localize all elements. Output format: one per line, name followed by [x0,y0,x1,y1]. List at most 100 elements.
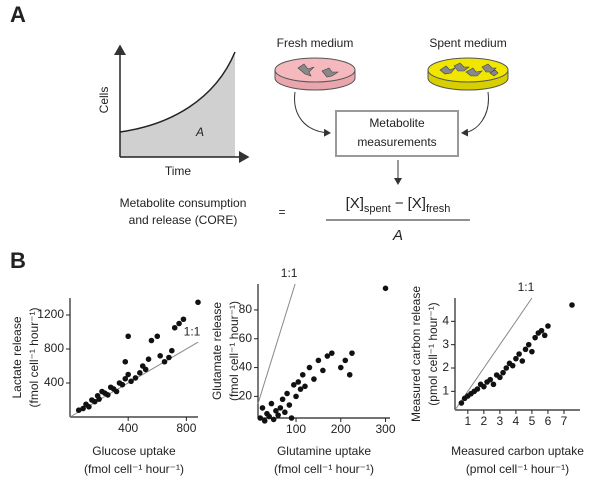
x-tick-label: 800 [176,421,196,435]
y-tick-label: 1 [442,384,449,398]
fresh-dish [274,57,356,91]
core-label: and release (CORE) [129,213,238,227]
area [120,52,235,157]
axis-label: Time [165,164,192,178]
point [277,405,284,411]
point [295,379,302,385]
point [541,332,548,339]
point [474,386,481,392]
y-axis-label: Lactate release [10,316,24,398]
point [315,357,322,364]
point [532,334,538,341]
point [125,333,131,340]
measurement-box [335,110,459,157]
minus: − [395,195,404,212]
core-label: Metabolite consumption [120,196,247,210]
point [329,350,335,356]
y-tick-label: 2 [442,360,449,374]
panel-label: B [10,248,26,273]
point [290,382,297,388]
point [161,358,168,365]
denominator: A [392,227,403,244]
point [169,347,175,354]
y-tick-label: 400 [44,375,64,389]
identity-line [257,283,296,404]
point [176,320,182,327]
x-tick-label: 3 [497,414,504,428]
point [75,407,82,414]
y-tick-label: 4 [442,314,449,328]
point [284,390,290,397]
point [122,358,129,365]
point [286,402,293,408]
point [516,351,522,357]
point [257,415,264,421]
arrow [461,91,489,137]
point [145,356,152,363]
point [490,381,497,388]
point [302,383,308,390]
y-tick-label: 800 [44,341,64,355]
point [337,364,344,371]
point [154,333,161,340]
x-axis-label: Measured carbon uptake [451,444,584,458]
point [458,400,465,406]
point [268,400,275,407]
point [297,386,304,392]
annotation: 1:1 [281,266,298,280]
point [113,388,120,395]
spent-dish [427,57,509,91]
y-tick-label: 80 [239,302,253,316]
x-tick-label: 200 [331,422,351,436]
point [148,337,155,344]
x-tick-label: 400 [118,421,138,435]
x-tick-label: 300 [376,422,396,436]
x-tick-label: 100 [286,422,306,436]
y-axis-label: Measured carbon release [409,286,423,422]
subscript: fresh [426,203,450,215]
point [279,396,286,403]
x-axis-label: (pmol cell⁻¹ hour⁻¹) [466,462,569,476]
point [266,413,272,420]
point [320,367,326,374]
point [180,316,187,323]
formula: [X]spent − [X]fresh [346,195,451,215]
area-label: A [195,125,204,139]
point [142,366,149,373]
point [96,396,102,402]
point [513,355,519,362]
x-axis-label: (fmol cell⁻¹ hour⁻¹) [274,462,374,476]
y-axis-label: (fmol cell⁻¹ hour⁻¹) [27,307,41,407]
x-tick-label: 4 [513,414,520,428]
point [259,405,266,411]
x-axis-label: (fmol cell⁻¹ hour⁻¹) [84,462,184,476]
point [382,285,389,292]
point [137,370,143,376]
point [497,374,503,381]
point [503,365,510,371]
annotation: 1:1 [184,324,201,338]
y-axis-label: Glutamate release [210,302,224,400]
point [119,381,126,388]
point [261,418,268,424]
y-axis-label: (pmol cell⁻¹ hour⁻¹) [426,302,440,405]
x-tick-label: 6 [545,414,552,428]
point [132,375,139,381]
point [86,404,92,410]
point [282,409,288,416]
point [166,354,172,361]
axis-label: Cells [97,87,111,114]
x-tick-label: 5 [529,414,536,428]
growth-curve [119,51,236,133]
x-axis-label: Glucose uptake [92,444,176,458]
y-tick-label: 1200 [37,307,64,321]
point [519,358,526,364]
x-tick-label: 1 [464,414,471,428]
point [275,412,281,418]
box-text: Metabolite [369,116,425,130]
y-tick-label: 40 [239,360,253,374]
x-tick-label: 7 [561,414,568,428]
point [545,323,551,329]
point [273,407,279,414]
